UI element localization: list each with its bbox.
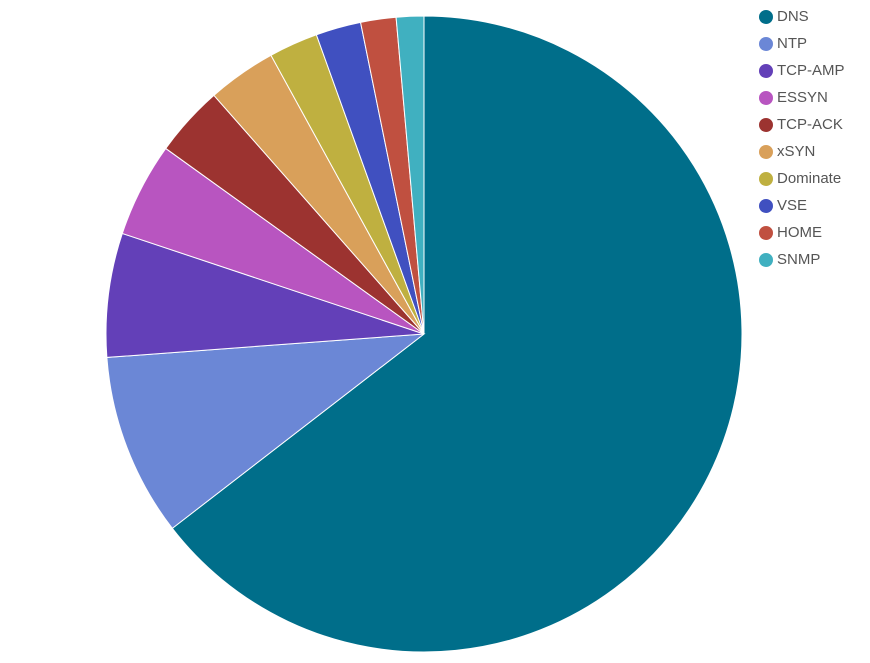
pie-slice [395,15,425,335]
legend-marker [759,10,773,24]
pie-slice [171,15,743,653]
legend-marker [759,145,773,159]
legend-label: HOME [777,224,822,241]
legend-label: SNMP [777,251,820,268]
pie-slice [106,333,426,530]
legend-marker [759,172,773,186]
legend-marker [759,199,773,213]
legend-label: TCP-AMP [777,62,845,79]
legend-label: Dominate [777,170,841,187]
legend-label: ESSYN [777,89,828,106]
pie-slice [105,232,425,358]
legend-label: NTP [777,35,807,52]
legend-marker [759,64,773,78]
legend-label: xSYN [777,143,815,160]
legend-marker [759,226,773,240]
legend-marker [759,118,773,132]
legend-label: VSE [777,197,807,214]
legend-marker [759,91,773,105]
legend-label: DNS [777,8,809,25]
legend-marker [759,37,773,51]
legend-label: TCP-ACK [777,116,843,133]
legend-marker [759,253,773,267]
